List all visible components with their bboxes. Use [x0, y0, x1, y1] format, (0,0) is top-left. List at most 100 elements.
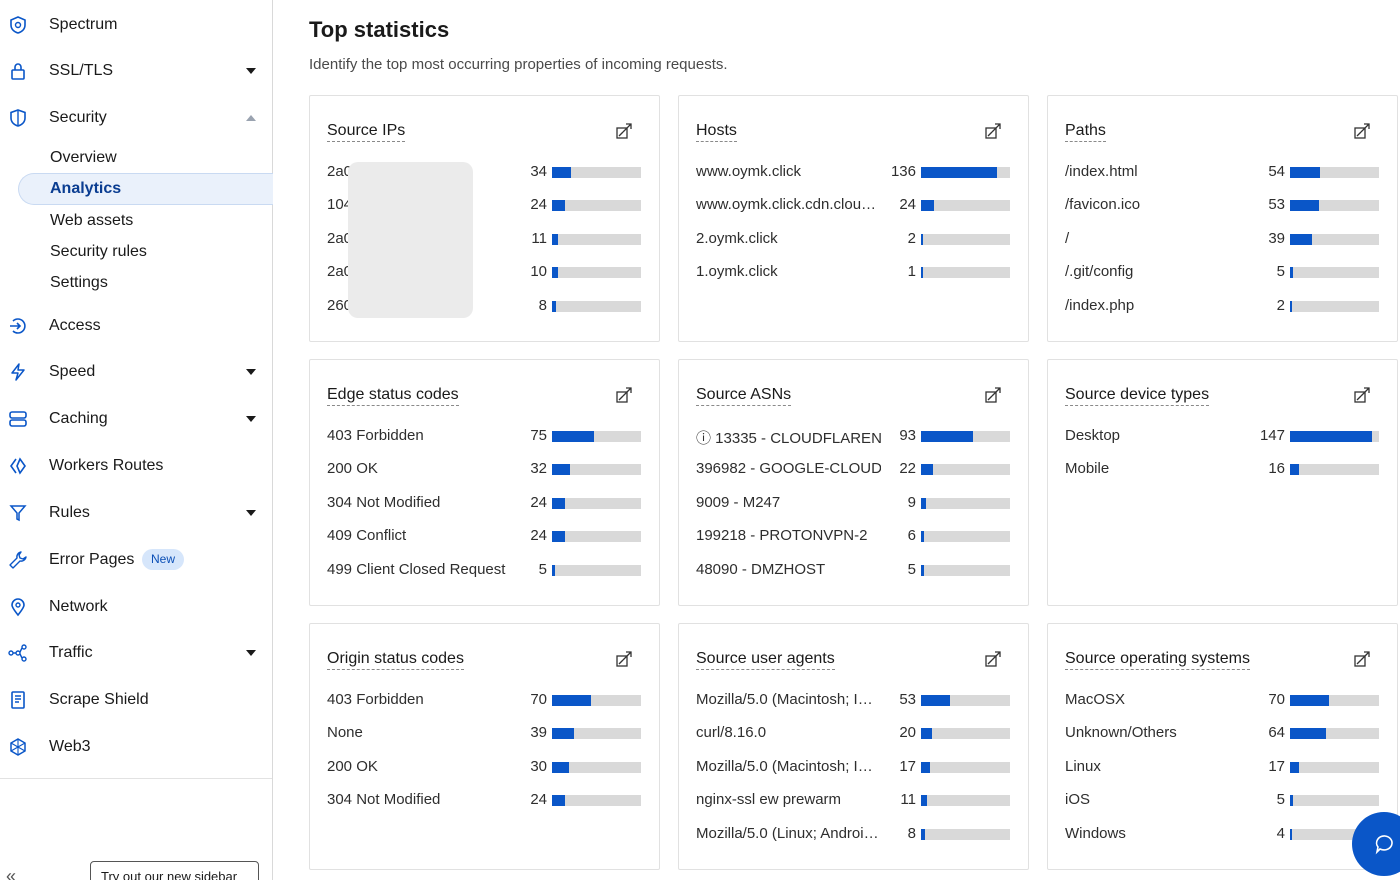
stat-bar-track	[921, 167, 1010, 178]
expand-icon[interactable]	[615, 122, 633, 140]
sidebar-item-rules[interactable]: Rules	[0, 493, 272, 533]
stat-row-label[interactable]: Mozilla/5.0 (Linux; Android 10)	[696, 825, 881, 842]
card-title[interactable]: Paths	[1065, 122, 1106, 142]
card-title[interactable]: Source device types	[1065, 386, 1210, 406]
stat-card: Origin status codes 403 Forbidden 70 None 39…	[309, 623, 660, 870]
card-title[interactable]: Source operating systems	[1065, 650, 1250, 670]
stat-row-label[interactable]: 48090 - DMZHOST	[696, 561, 826, 578]
card-title[interactable]: Source ASNs	[696, 386, 792, 406]
card-title[interactable]: Source user agents	[696, 650, 835, 670]
stat-row-label[interactable]: MacOSX	[1065, 691, 1126, 708]
stat-row-label[interactable]: Mozilla/5.0 (Macintosh; Intel Mac OS X)	[696, 691, 881, 708]
stat-row-label[interactable]: 1.oymk.click	[696, 263, 778, 280]
stat-bar-fill	[921, 431, 973, 442]
card-title[interactable]: Edge status codes	[327, 386, 459, 406]
sidebar-subitem-web-assets[interactable]: Web assets	[50, 212, 134, 229]
sidebar-item-security[interactable]: Security	[0, 98, 272, 138]
expand-icon[interactable]	[615, 386, 633, 404]
stat-row: /favicon.ico 53	[1065, 196, 1381, 216]
chevron-up-icon[interactable]	[246, 115, 256, 121]
stat-bar-track	[921, 531, 1010, 542]
stat-row-label[interactable]: 199218 - PROTONVPN-2	[696, 527, 868, 544]
stat-row-label[interactable]: Linux	[1065, 758, 1101, 775]
sidebar-item-ssl[interactable]: SSL/TLS	[0, 51, 272, 91]
chevron-down-icon[interactable]	[246, 416, 256, 422]
stat-row-label[interactable]: 304 Not Modified	[327, 494, 441, 511]
sidebar-divider	[0, 778, 272, 779]
stat-row-label[interactable]: Desktop	[1065, 427, 1121, 444]
stat-row: nginx-ssl ew prewarm 11	[696, 791, 1012, 811]
expand-icon[interactable]	[615, 650, 633, 668]
stat-row-label[interactable]: nginx-ssl ew prewarm	[696, 791, 842, 808]
stat-row: Mobile 16	[1065, 460, 1381, 480]
stat-row-label[interactable]: /.git/config	[1065, 263, 1134, 280]
stat-row-label[interactable]: ⓘ 13335 - CLOUDFLARENET	[696, 430, 881, 447]
sidebar-item-access[interactable]: Access	[0, 306, 272, 346]
stat-row-label[interactable]: www.oymk.click.cdn.cloudflare.net	[696, 196, 881, 213]
stat-bar-track	[1290, 267, 1379, 278]
sidebar-item-workers-routes[interactable]: Workers Routes	[0, 446, 272, 486]
stat-row-label[interactable]: Unknown/Others	[1065, 724, 1177, 741]
expand-icon[interactable]	[1353, 122, 1371, 140]
stat-row-label[interactable]: 403 Forbidden	[327, 427, 424, 444]
stat-row-label[interactable]: 403 Forbidden	[327, 691, 424, 708]
stat-bar-fill	[1290, 167, 1321, 178]
document-icon	[6, 688, 30, 712]
stat-row-label[interactable]: 2.oymk.click	[696, 230, 778, 247]
chat-support-button[interactable]	[1352, 812, 1400, 876]
stat-bar-fill	[552, 200, 566, 211]
stat-row-label[interactable]: 200 OK	[327, 758, 378, 775]
stat-row-label[interactable]: 304 Not Modified	[327, 791, 441, 808]
expand-icon[interactable]	[984, 386, 1002, 404]
card-title[interactable]: Origin status codes	[327, 650, 464, 670]
stat-row-label[interactable]: curl/8.16.0	[696, 724, 767, 741]
chevron-down-icon[interactable]	[246, 369, 256, 375]
stat-bar-track	[1290, 795, 1379, 806]
stat-row-label[interactable]: iOS	[1065, 791, 1091, 808]
sidebar-subitem-overview[interactable]: Overview	[50, 149, 117, 166]
stat-row-value: 5	[1276, 791, 1285, 808]
sidebar-item-scrape-shield[interactable]: Scrape Shield	[0, 680, 272, 720]
stat-row-label[interactable]: 499 Client Closed Request	[327, 561, 506, 578]
sidebar-item-traffic[interactable]: Traffic	[0, 633, 272, 673]
card-title[interactable]: Source IPs	[327, 122, 406, 142]
sidebar-item-spectrum[interactable]: Spectrum	[0, 5, 272, 45]
expand-icon[interactable]	[984, 122, 1002, 140]
stat-row-label[interactable]: Windows	[1065, 825, 1126, 842]
stat-row-label[interactable]: /index.html	[1065, 163, 1138, 180]
sidebar-subitem-analytics[interactable]: Analytics	[50, 180, 122, 197]
stat-row-label[interactable]: /	[1065, 230, 1070, 247]
stat-row-label[interactable]: 396982 - GOOGLE-CLOUD-PLATFORM	[696, 460, 881, 477]
stat-row-label[interactable]: /index.php	[1065, 297, 1135, 314]
expand-icon[interactable]	[984, 650, 1002, 668]
stat-bar-track	[1290, 200, 1379, 211]
stat-row-label[interactable]: www.oymk.click	[696, 163, 802, 180]
chevron-down-icon[interactable]	[246, 510, 256, 516]
stat-row-label[interactable]: 9009 - M247	[696, 494, 781, 511]
sidebar-item-error-pages[interactable]: Error Pages	[0, 540, 272, 580]
sidebar-item-speed[interactable]: Speed	[0, 352, 272, 392]
sidebar-subitem-security-rules[interactable]: Security rules	[50, 243, 147, 260]
chevron-down-icon[interactable]	[246, 650, 256, 656]
try-new-sidebar-button[interactable]: Try out our new sidebar	[90, 861, 259, 880]
stat-row-label[interactable]: 200 OK	[327, 460, 378, 477]
expand-icon[interactable]	[1353, 386, 1371, 404]
stat-row-value: 24	[530, 527, 547, 544]
sidebar-item-label: Network	[49, 598, 108, 615]
sidebar-item-network[interactable]: Network	[0, 587, 272, 627]
sidebar-item-web3[interactable]: Web3	[0, 727, 272, 767]
stat-row-value: 24	[530, 196, 547, 213]
sidebar-item-caching[interactable]: Caching	[0, 399, 272, 439]
chevron-down-icon[interactable]	[246, 68, 256, 74]
sidebar-item-label: Access	[49, 317, 101, 334]
stat-row-label[interactable]: /favicon.ico	[1065, 196, 1141, 213]
stat-row-label[interactable]: 409 Conflict	[327, 527, 407, 544]
stat-row-label[interactable]: Mozilla/5.0 (Macintosh; Intel Mac OS X 1…	[696, 758, 881, 775]
stat-row-label[interactable]: Mobile	[1065, 460, 1110, 477]
collapse-sidebar-icon[interactable]: «	[6, 866, 17, 880]
expand-icon[interactable]	[1353, 650, 1371, 668]
stat-row-value: 20	[899, 724, 916, 741]
sidebar-subitem-settings[interactable]: Settings	[50, 274, 108, 291]
stat-row-label[interactable]: None	[327, 724, 363, 741]
card-title[interactable]: Hosts	[696, 122, 737, 142]
